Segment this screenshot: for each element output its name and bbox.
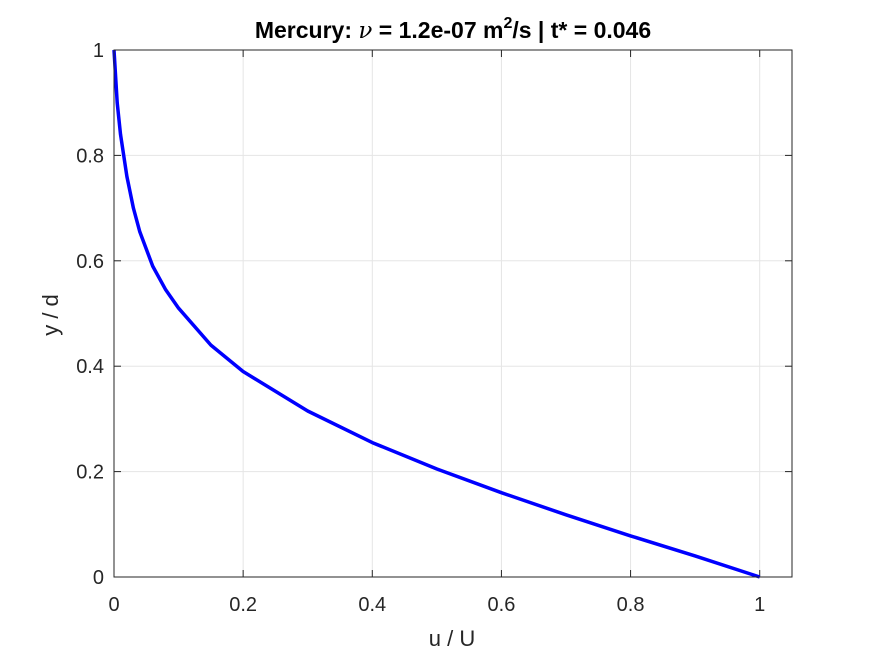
chart-title: Mercury: ν = 1.2e-07 m2/s | t* = 0.046	[255, 15, 651, 44]
x-tick-label: 0	[108, 594, 119, 616]
chart-title-prefix: Mercury:	[255, 17, 359, 43]
x-tick-label: 1	[754, 594, 765, 616]
y-tick-label: 0	[93, 567, 104, 589]
plot-frame	[113, 49, 793, 578]
y-tick-label: 0.4	[76, 356, 104, 378]
y-tick-labels: 0 0.2 0.4 0.6 0.8 1	[76, 40, 104, 589]
x-axis-label: u / U	[429, 626, 475, 651]
x-tick-labels: 0 0.2 0.4 0.6 0.8 1	[108, 594, 765, 616]
nu-symbol: ν	[358, 18, 372, 44]
x-tick-label: 0.2	[229, 594, 257, 616]
chart-title-middle: = 1.2e-07 m	[372, 17, 503, 43]
chart-title-suffix: /s | t* = 0.046	[512, 17, 651, 43]
y-tick-label: 0.8	[76, 145, 104, 167]
y-tick-label: 0.6	[76, 251, 104, 273]
tick-marks	[113, 49, 792, 578]
x-tick-label: 0.4	[358, 594, 386, 616]
x-tick-label: 0.6	[488, 594, 516, 616]
grid	[113, 49, 792, 578]
y-tick-label: 0.2	[76, 462, 104, 484]
y-axis-label: y / d	[38, 294, 63, 336]
series	[112, 49, 761, 579]
y-tick-label: 1	[93, 40, 104, 62]
x-tick-label: 0.8	[617, 594, 645, 616]
velocity-profile-line	[112, 49, 761, 579]
chart-title-superscript: 2	[503, 15, 512, 32]
